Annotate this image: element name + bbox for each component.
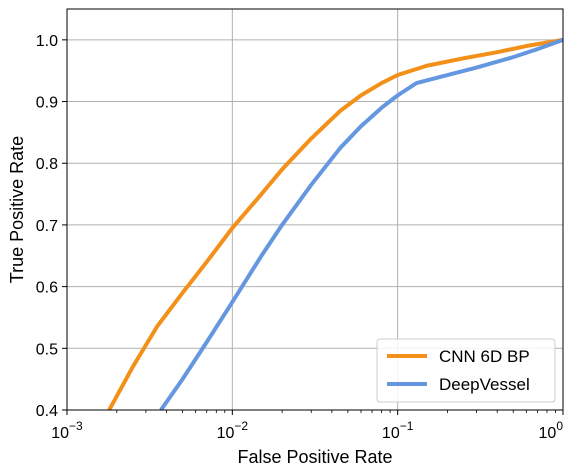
- x-axis-label: False Positive Rate: [237, 447, 392, 466]
- x-tick-label: 100: [539, 419, 564, 442]
- y-tick-label: 0.4: [36, 403, 58, 420]
- legend: CNN 6D BP DeepVessel: [376, 338, 556, 403]
- plot-frame: [66, 8, 564, 411]
- x-tick-base: 10: [539, 425, 557, 442]
- x-tick-exponent: −1: [400, 419, 414, 433]
- series-line-cnn-6d-bp: [107, 37, 563, 410]
- y-tick-label: 0.9: [36, 95, 58, 112]
- y-tick-label: 0.5: [36, 341, 58, 358]
- x-tick-exponent: 0: [556, 419, 563, 433]
- y-tick-label: 0.6: [36, 280, 58, 297]
- y-tick-label: 0.7: [36, 218, 58, 235]
- x-tick-base: 10: [382, 425, 400, 442]
- legend-label: DeepVessel: [439, 375, 530, 394]
- axis-ticks: 0.40.50.60.70.80.91.010−3 10−2 10−1 100: [36, 33, 564, 442]
- x-tick-base: 10: [51, 425, 69, 442]
- x-tick-base: 10: [217, 425, 235, 442]
- x-tick-label: 10−1: [382, 419, 414, 442]
- y-tick-label: 1.0: [36, 33, 58, 50]
- x-tick-label: 10−3: [51, 419, 83, 442]
- y-axis-label: True Positive Rate: [7, 136, 27, 283]
- legend-label: CNN 6D BP: [439, 347, 530, 366]
- x-tick-exponent: −2: [234, 419, 248, 433]
- x-tick-label: 10−2: [217, 419, 249, 442]
- plot-lines: [107, 37, 563, 410]
- series-line-deepvessel: [159, 37, 563, 410]
- y-tick-label: 0.8: [36, 156, 58, 173]
- x-tick-exponent: −3: [69, 419, 83, 433]
